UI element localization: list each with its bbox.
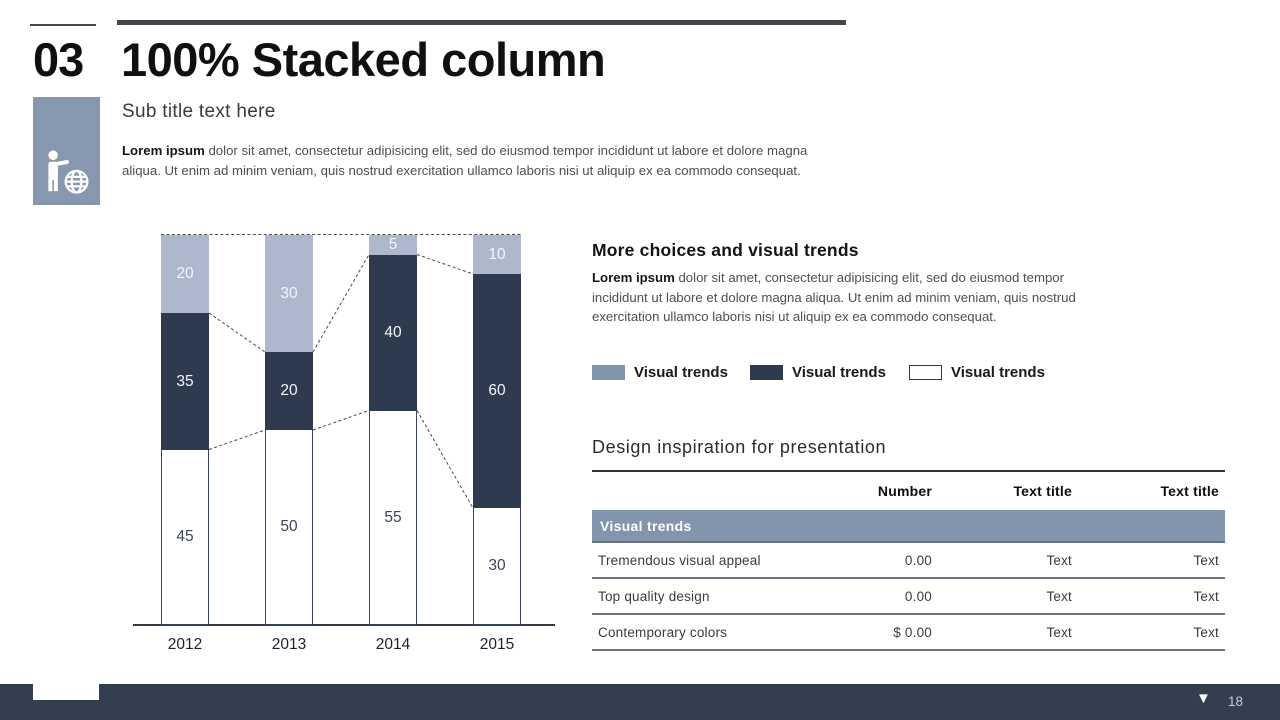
legend-swatch-white (909, 365, 942, 380)
table-row: Tremendous visual appeal 0.00 Text Text (592, 541, 1225, 578)
chart-segment: 50 (265, 430, 313, 625)
legend-swatch-light (592, 365, 625, 380)
header-number: Number (877, 483, 932, 499)
row-value: $ 0.00 (792, 613, 938, 651)
page-title: 100% Stacked column (121, 33, 606, 86)
chart-segment: 30 (473, 508, 521, 625)
chart-value-label: 45 (176, 528, 194, 545)
subtitle: Sub title text here (122, 101, 276, 122)
chart-category-label: 2015 (479, 636, 515, 653)
row-value: Text (938, 541, 1078, 578)
chart-value-label: 30 (488, 557, 506, 575)
legend-item-1: Visual trends (592, 364, 728, 381)
chart-segment: 55 (369, 410, 417, 625)
table-header-row: Number Text title Text title (592, 471, 1225, 510)
chart-value-label: 20 (280, 382, 298, 400)
trends-lead: Lorem ipsum (592, 270, 675, 285)
accent-line-long (117, 20, 846, 25)
section-title-trends: More choices and visual trends (592, 240, 859, 260)
table-row: Top quality design 0.00 Text Text (592, 577, 1225, 614)
chart-column-2015: 10 60 30 (473, 235, 521, 625)
chart-value-label: 30 (280, 284, 298, 302)
row-value: 0.00 (792, 577, 938, 614)
chart-category-label: 2013 (271, 636, 307, 653)
chart-value-label: 10 (488, 245, 506, 263)
chart-value-label: 5 (388, 236, 398, 253)
chart-column-2014: 5 40 55 (369, 235, 417, 625)
chart-column-2013: 30 20 50 (265, 235, 313, 625)
row-label: Contemporary colors (592, 613, 792, 651)
row-label: Top quality design (592, 577, 792, 614)
chart-segment: 45 (161, 449, 209, 625)
chart-segment: 10 (473, 235, 521, 274)
accent-line-short (30, 24, 96, 26)
chart-segment: 20 (265, 352, 313, 430)
intro-paragraph: Lorem ipsum dolor sit amet, consectetur … (122, 143, 808, 178)
header-text-title-1: Text title (1013, 483, 1072, 499)
chart-value-label: 40 (384, 323, 402, 341)
row-value: Text (938, 577, 1078, 614)
trends-paragraph: Lorem ipsum dolor sit amet, consectetur … (592, 270, 1076, 325)
intro-lead: Lorem ipsum (122, 143, 205, 158)
row-value: Text (1078, 613, 1225, 651)
chart-segment: 20 (161, 235, 209, 313)
header-text-title-2: Text title (1160, 483, 1219, 499)
chart-segment: 35 (161, 313, 209, 450)
chart-segment: 60 (473, 274, 521, 508)
footer-tab (33, 684, 99, 700)
band-label: Visual trends (592, 510, 1225, 542)
stacked-column-chart: 20 35 45 2012 30 20 50 2013 5 40 55 2014 10 60 30 2015 (133, 230, 555, 660)
chart-segment: 40 (369, 254, 417, 411)
chart-category-label: 2014 (375, 636, 411, 653)
row-label: Tremendous visual appeal (592, 541, 792, 578)
header-empty (592, 471, 792, 510)
row-value: Text (938, 613, 1078, 651)
chart-segment: 30 (265, 235, 313, 352)
legend-label: Visual trends (951, 364, 1045, 381)
x-axis-line (133, 624, 555, 626)
chart-column-2012: 20 35 45 (161, 235, 209, 625)
row-value: Text (1078, 577, 1225, 614)
legend-swatch-dark (750, 365, 783, 380)
section-title-design: Design inspiration for presentation (592, 437, 887, 457)
legend-item-2: Visual trends (750, 364, 886, 381)
page-number: 18 (1228, 694, 1244, 709)
table-row: Contemporary colors $ 0.00 Text Text (592, 613, 1225, 651)
down-triangle-icon[interactable]: ▼ (1196, 690, 1211, 707)
chart-value-label: 60 (488, 382, 506, 400)
chart-segment: 5 (369, 235, 417, 255)
table-band-row: Visual trends (592, 510, 1225, 542)
chart-category-label: 2012 (167, 636, 203, 653)
slide-number: 03 (33, 33, 84, 86)
chart-value-label: 20 (176, 265, 194, 283)
presenter-globe-icon-box (33, 97, 100, 205)
presenter-globe-icon (47, 150, 88, 194)
chart-value-label: 55 (384, 508, 402, 526)
legend-item-3: Visual trends (909, 364, 1045, 381)
design-table: Number Text title Text title Visual tren… (592, 470, 1225, 651)
legend-label: Visual trends (634, 364, 728, 381)
legend-label: Visual trends (792, 364, 886, 381)
footer-bar (0, 684, 1280, 720)
chart-value-label: 50 (280, 518, 298, 536)
chart-value-label: 35 (176, 372, 194, 390)
row-value: Text (1078, 541, 1225, 578)
row-value: 0.00 (792, 541, 938, 578)
